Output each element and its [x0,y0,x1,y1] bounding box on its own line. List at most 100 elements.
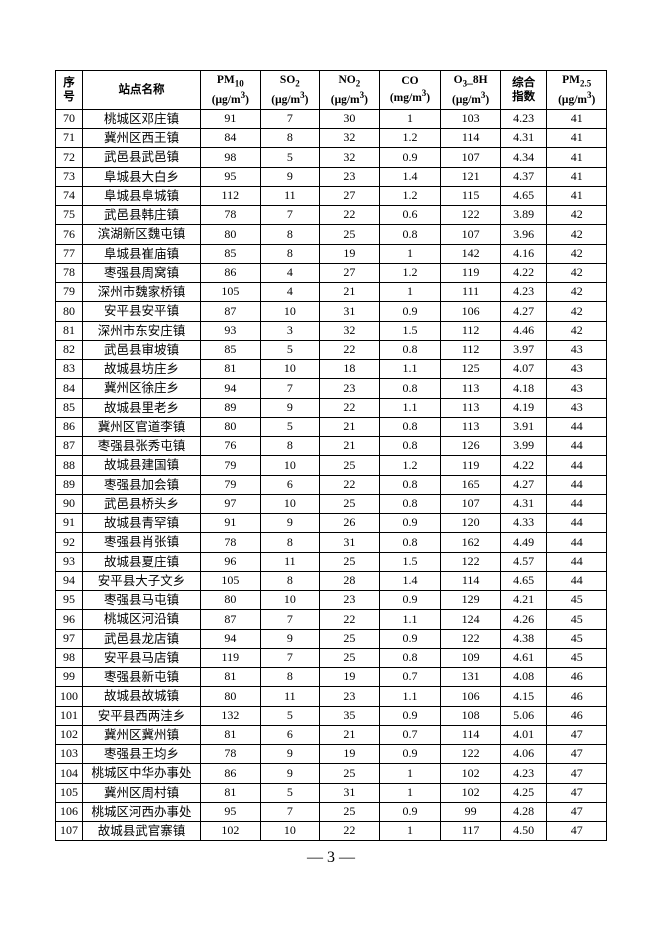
cell-co: 0.8 [379,533,441,552]
table-row: 76滨湖新区魏屯镇808250.81073.9642 [56,225,607,244]
cell-name: 阜城县大白乡 [83,167,201,186]
cell-comp: 4.33 [500,514,547,533]
cell-no2: 23 [320,591,380,610]
cell-idx: 103 [56,745,83,764]
cell-comp: 4.22 [500,456,547,475]
cell-idx: 107 [56,822,83,841]
cell-pm25: 41 [547,167,607,186]
cell-co: 1.5 [379,552,441,571]
cell-pm25: 44 [547,571,607,590]
cell-so2: 9 [260,764,320,783]
cell-so2: 11 [260,552,320,571]
cell-comp: 3.99 [500,437,547,456]
cell-comp: 4.23 [500,283,547,302]
cell-pm10: 93 [201,321,261,340]
cell-pm25: 47 [547,745,607,764]
cell-o3: 142 [441,244,501,263]
cell-so2: 6 [260,725,320,744]
cell-no2: 30 [320,109,380,128]
cell-idx: 89 [56,475,83,494]
cell-pm10: 95 [201,802,261,821]
cell-o3: 124 [441,610,501,629]
cell-o3: 112 [441,321,501,340]
cell-pm10: 81 [201,668,261,687]
cell-idx: 90 [56,494,83,513]
cell-no2: 23 [320,687,380,706]
cell-name: 故城县里老乡 [83,398,201,417]
cell-comp: 4.37 [500,167,547,186]
cell-pm10: 78 [201,745,261,764]
cell-pm10: 80 [201,687,261,706]
cell-comp: 4.01 [500,725,547,744]
cell-idx: 86 [56,417,83,436]
page-number: — 3 — [55,849,607,867]
cell-name: 阜城县阜城镇 [83,186,201,205]
cell-no2: 22 [320,398,380,417]
cell-idx: 71 [56,129,83,148]
cell-idx: 80 [56,302,83,321]
cell-pm10: 79 [201,475,261,494]
header-comp: 综合指数 [500,71,547,110]
cell-name: 深州市魏家桥镇 [83,283,201,302]
cell-idx: 81 [56,321,83,340]
cell-name: 安平县马店镇 [83,648,201,667]
cell-co: 0.8 [379,379,441,398]
cell-pm10: 94 [201,629,261,648]
cell-pm10: 81 [201,725,261,744]
cell-co: 0.9 [379,706,441,725]
cell-pm25: 41 [547,186,607,205]
cell-idx: 74 [56,186,83,205]
cell-comp: 4.65 [500,571,547,590]
cell-o3: 119 [441,263,501,282]
cell-pm10: 87 [201,302,261,321]
cell-idx: 87 [56,437,83,456]
cell-name: 桃城区河西办事处 [83,802,201,821]
header-o3: O3_8H(μg/m3) [441,71,501,110]
cell-so2: 5 [260,417,320,436]
table-row: 106桃城区河西办事处957250.9994.2847 [56,802,607,821]
cell-no2: 22 [320,340,380,359]
page-container: 序号 站点名称 PM10(μg/m3) SO2(μg/m3) NO2(μg/m3… [0,0,662,867]
cell-pm10: 91 [201,514,261,533]
cell-so2: 8 [260,129,320,148]
cell-pm10: 86 [201,263,261,282]
cell-o3: 122 [441,552,501,571]
cell-name: 冀州区冀州镇 [83,725,201,744]
cell-no2: 32 [320,129,380,148]
cell-name: 武邑县龙店镇 [83,629,201,648]
cell-name: 枣强县马屯镇 [83,591,201,610]
cell-no2: 19 [320,668,380,687]
cell-name: 安平县西两洼乡 [83,706,201,725]
cell-name: 故城县故城镇 [83,687,201,706]
cell-co: 0.8 [379,417,441,436]
table-row: 84冀州区徐庄乡947230.81134.1843 [56,379,607,398]
cell-pm10: 84 [201,129,261,148]
cell-o3: 103 [441,109,501,128]
cell-no2: 25 [320,764,380,783]
cell-name: 阜城县崔庙镇 [83,244,201,263]
cell-idx: 99 [56,668,83,687]
cell-idx: 73 [56,167,83,186]
cell-name: 枣强县王均乡 [83,745,201,764]
table-row: 101安平县西两洼乡1325350.91085.0646 [56,706,607,725]
cell-pm10: 94 [201,379,261,398]
cell-no2: 21 [320,437,380,456]
cell-so2: 9 [260,629,320,648]
table-row: 98安平县马店镇1197250.81094.6145 [56,648,607,667]
cell-o3: 126 [441,437,501,456]
cell-comp: 4.23 [500,109,547,128]
cell-idx: 102 [56,725,83,744]
cell-pm25: 45 [547,610,607,629]
cell-name: 枣强县新屯镇 [83,668,201,687]
cell-o3: 113 [441,379,501,398]
cell-co: 0.8 [379,475,441,494]
cell-so2: 8 [260,668,320,687]
cell-pm25: 45 [547,629,607,648]
cell-pm25: 47 [547,802,607,821]
cell-pm25: 43 [547,379,607,398]
cell-comp: 4.31 [500,129,547,148]
cell-comp: 3.89 [500,206,547,225]
cell-comp: 4.46 [500,321,547,340]
cell-pm10: 76 [201,437,261,456]
cell-co: 1 [379,283,441,302]
